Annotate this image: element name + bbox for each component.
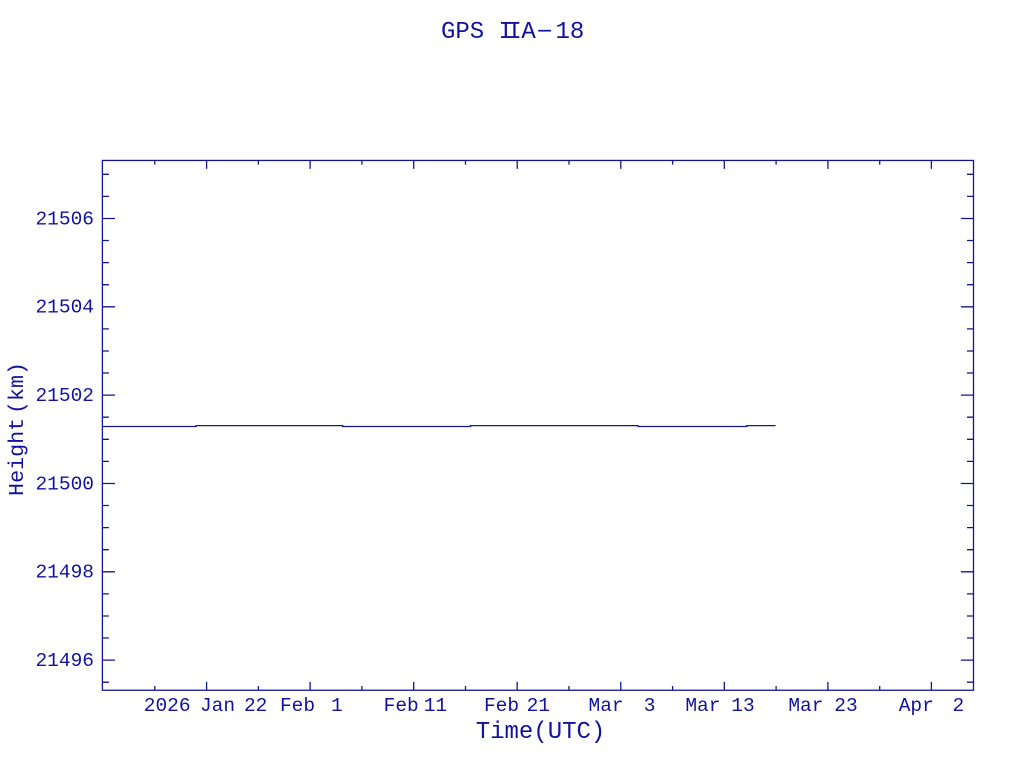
svg-text:Time(UTC): Time(UTC): [476, 719, 606, 746]
svg-text:21498: 21498: [35, 562, 94, 584]
svg-text:I: I: [507, 19, 521, 46]
svg-text:22: 22: [244, 695, 267, 717]
svg-text:Jan: Jan: [200, 695, 235, 717]
svg-text:11: 11: [424, 695, 447, 717]
svg-text:21500: 21500: [35, 473, 94, 495]
svg-text:2026: 2026: [144, 695, 191, 717]
svg-text:Mar: Mar: [685, 695, 720, 717]
svg-text:21: 21: [527, 695, 550, 717]
svg-text:21496: 21496: [35, 650, 94, 672]
svg-text:3: 3: [644, 695, 656, 717]
svg-text:Feb: Feb: [384, 695, 419, 717]
svg-text:GPS I: GPS I: [441, 19, 513, 46]
svg-text:(km): (km): [5, 362, 30, 414]
svg-text:18: 18: [556, 19, 585, 46]
svg-text:Height: Height: [5, 418, 30, 496]
svg-text:Feb: Feb: [280, 695, 315, 717]
svg-text:Mar: Mar: [589, 695, 624, 717]
svg-text:2: 2: [953, 695, 965, 717]
svg-text:Mar: Mar: [788, 695, 823, 717]
svg-text:21506: 21506: [35, 208, 94, 230]
svg-text:A: A: [521, 19, 536, 46]
svg-text:21502: 21502: [35, 385, 94, 407]
svg-text:Feb: Feb: [484, 695, 519, 717]
svg-text:21504: 21504: [35, 297, 94, 319]
svg-text:Apr: Apr: [899, 695, 934, 717]
svg-text:13: 13: [731, 695, 754, 717]
svg-text:1: 1: [331, 695, 343, 717]
svg-text:23: 23: [834, 695, 857, 717]
